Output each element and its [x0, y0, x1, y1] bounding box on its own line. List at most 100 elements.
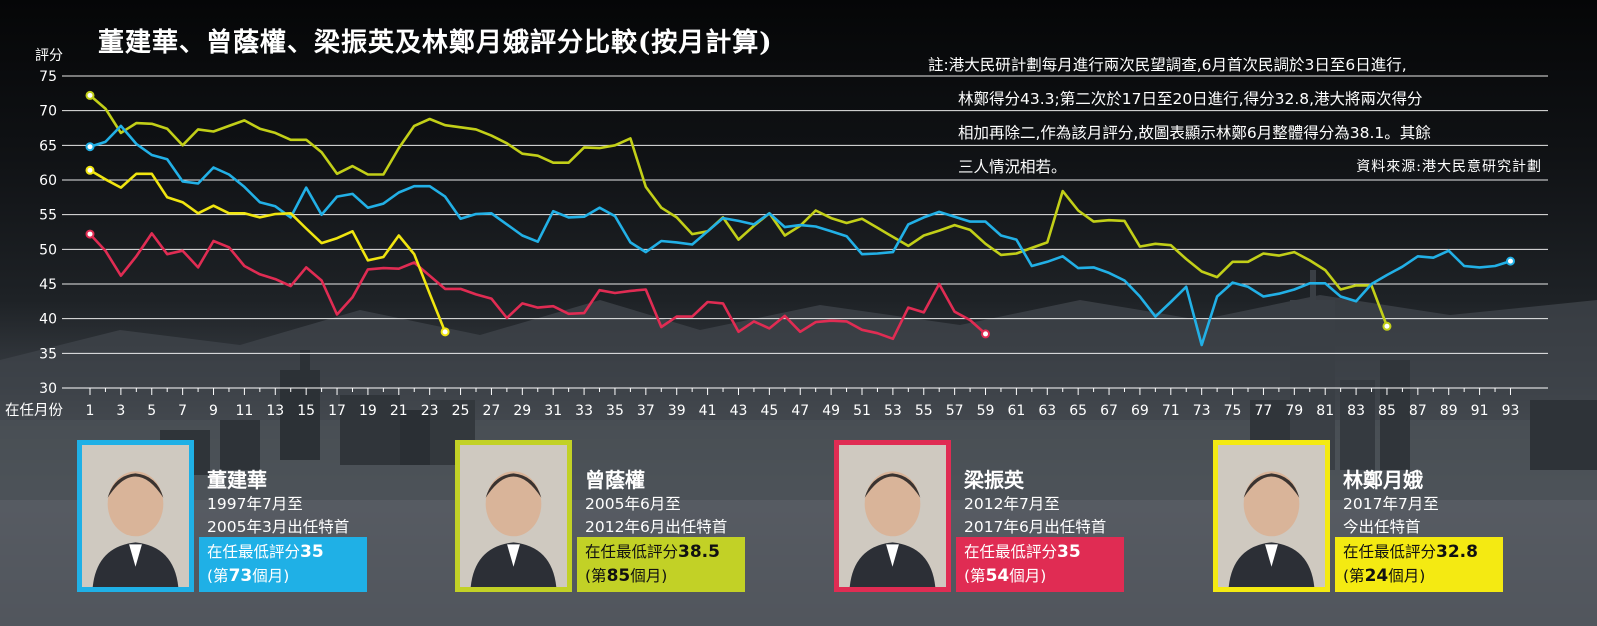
lowest-score-value: 32.8 — [1436, 542, 1478, 562]
term-end: 今出任特首 — [1343, 518, 1421, 536]
x-tick-label: 53 — [884, 403, 902, 419]
x-tick-label: 83 — [1347, 403, 1365, 419]
x-tick-label: 73 — [1193, 403, 1211, 419]
x-tick-label: 65 — [1069, 403, 1087, 419]
x-tick-label: 39 — [668, 403, 686, 419]
term-end: 2017年6月出任特首 — [964, 518, 1107, 536]
x-tick-label: 67 — [1100, 403, 1118, 419]
series-line — [89, 124, 1511, 347]
x-tick-label: 69 — [1131, 403, 1149, 419]
y-tick-label: 70 — [39, 104, 57, 120]
x-tick-label: 9 — [209, 403, 218, 419]
x-tick-label: 55 — [915, 403, 933, 419]
y-axis-label: 評分 — [35, 48, 63, 64]
x-tick-label: 17 — [328, 403, 346, 419]
leader-name: 曾蔭權 — [585, 468, 645, 492]
lowest-score-label: 在任最低評分 — [964, 543, 1058, 561]
lowest-score-box: 在任最低評分32.8 (第24個月) — [1335, 537, 1503, 592]
x-tick-label: 5 — [147, 403, 156, 419]
term-end: 2005年3月出任特首 — [207, 518, 350, 536]
x-tick-label: 93 — [1502, 403, 1520, 419]
lowest-score-value: 38.5 — [678, 542, 720, 562]
start-point — [85, 229, 95, 239]
x-axis: 在任月份 1 3 5 7 9 11 13 15 17 19 21 23 25 27 29 31 33 35 37 39… — [5, 387, 1548, 419]
lowest-month-prefix: (第 — [1343, 567, 1365, 585]
series-line — [89, 232, 987, 341]
x-tick-label: 47 — [791, 403, 809, 419]
note-line: 三人情況相若。 — [958, 158, 1067, 176]
y-tick-label: 45 — [39, 277, 57, 293]
x-tick-label: 37 — [637, 403, 655, 419]
x-tick-label: 61 — [1007, 403, 1025, 419]
gridlines — [62, 75, 1548, 389]
term-end: 2012年6月出任特首 — [585, 518, 728, 536]
lowest-score-label: 在任最低評分 — [585, 543, 679, 561]
x-tick-label: 3 — [116, 403, 125, 419]
source-credit: 資料來源:港大民意研究計劃 — [1356, 159, 1542, 175]
y-tick-label: 35 — [39, 346, 57, 362]
x-tick-label: 79 — [1285, 403, 1303, 419]
y-tick-label: 40 — [39, 312, 57, 328]
lowest-score-box: 在任最低評分38.5 (第85個月) — [577, 537, 745, 592]
x-axis-label: 在任月份 — [5, 402, 63, 419]
lowest-score-value: 35 — [300, 542, 324, 562]
series-lines — [89, 94, 1511, 347]
endpoint-markers — [85, 90, 1515, 339]
x-tick-label: 11 — [235, 403, 253, 419]
lowest-score-label: 在任最低評分 — [1343, 543, 1437, 561]
leader-name: 林鄭月娥 — [1343, 468, 1423, 492]
y-tick-label: 30 — [39, 381, 57, 397]
term-info: 2005年6月至 2012年6月出任特首 — [585, 493, 727, 539]
y-tick-label: 60 — [39, 173, 57, 189]
x-tick-label: 51 — [853, 403, 871, 419]
x-tick-label: 13 — [266, 403, 284, 419]
lowest-month-value: 24 — [1364, 566, 1389, 586]
x-tick-label: 77 — [1255, 403, 1273, 419]
portrait-icon — [77, 440, 194, 592]
x-tick-label: 59 — [977, 403, 995, 419]
x-tick-label: 57 — [946, 403, 964, 419]
x-tick-label: 81 — [1316, 403, 1334, 419]
x-tick-label: 45 — [760, 403, 778, 419]
lowest-score-box: 在任最低評分35 (第73個月) — [199, 537, 367, 592]
series-line — [89, 94, 1389, 327]
end-point — [1382, 321, 1392, 331]
x-tick-label: 33 — [575, 403, 593, 419]
lowest-month-value: 54 — [985, 566, 1010, 586]
term-start: 2017年7月至 — [1343, 495, 1439, 513]
x-tick-label: 29 — [513, 403, 531, 419]
note-line: 相加再除二,作為該月評分,故圖表顯示林鄭6月整體得分為38.1。其餘 — [958, 124, 1431, 142]
term-info: 2012年7月至 2017年6月出任特首 — [964, 493, 1106, 539]
lowest-month-value: 73 — [228, 566, 253, 586]
x-tick-label: 89 — [1440, 403, 1458, 419]
end-point — [440, 327, 450, 337]
lowest-month-value: 85 — [606, 566, 631, 586]
note-line: 註:港大民研計劃每月進行兩次民望調查,6月首次民調於3日至6日進行, — [928, 56, 1407, 74]
x-tick-label: 63 — [1038, 403, 1056, 419]
x-tick-label: 41 — [699, 403, 717, 419]
portrait-icon — [455, 440, 572, 592]
start-point — [85, 142, 95, 152]
y-axis: 評分 30 35 40 45 50 55 60 65 70 75 — [35, 48, 63, 397]
leader-card: 董建華 1997年7月至 2005年3月出任特首 在任最低評分35 (第73個月) — [77, 440, 447, 598]
lowest-score-label: 在任最低評分 — [207, 543, 301, 561]
leader-name: 董建華 — [207, 468, 267, 492]
leader-card: 曾蔭權 2005年6月至 2012年6月出任特首在任最低評分38.5 (第85個月) — [455, 440, 825, 598]
x-tick-label: 7 — [178, 403, 187, 419]
lowest-score-box: 在任最低評分35 (第54個月) — [956, 537, 1124, 592]
end-point — [1505, 256, 1515, 266]
chart-title: 董建華、曾蔭權、梁振英及林鄭月娥評分比較(按月計算) — [98, 28, 773, 58]
term-start: 2012年7月至 — [964, 495, 1060, 513]
y-tick-label: 50 — [39, 242, 57, 258]
lowest-month-prefix: (第 — [585, 567, 607, 585]
x-tick-label: 23 — [421, 403, 439, 419]
leader-card: 林鄭月娥 2017年7月至 今出任特首 在任最低評分32.8 (第24個月) — [1213, 440, 1583, 598]
leader-name: 梁振英 — [964, 468, 1024, 492]
series-line — [89, 169, 447, 333]
x-tick-label: 15 — [297, 403, 315, 419]
lowest-month-suffix: 個月) — [1009, 567, 1047, 585]
x-tick-label: 49 — [822, 403, 840, 419]
lowest-score-value: 35 — [1057, 542, 1081, 562]
lowest-month-suffix: 個月) — [630, 567, 668, 585]
